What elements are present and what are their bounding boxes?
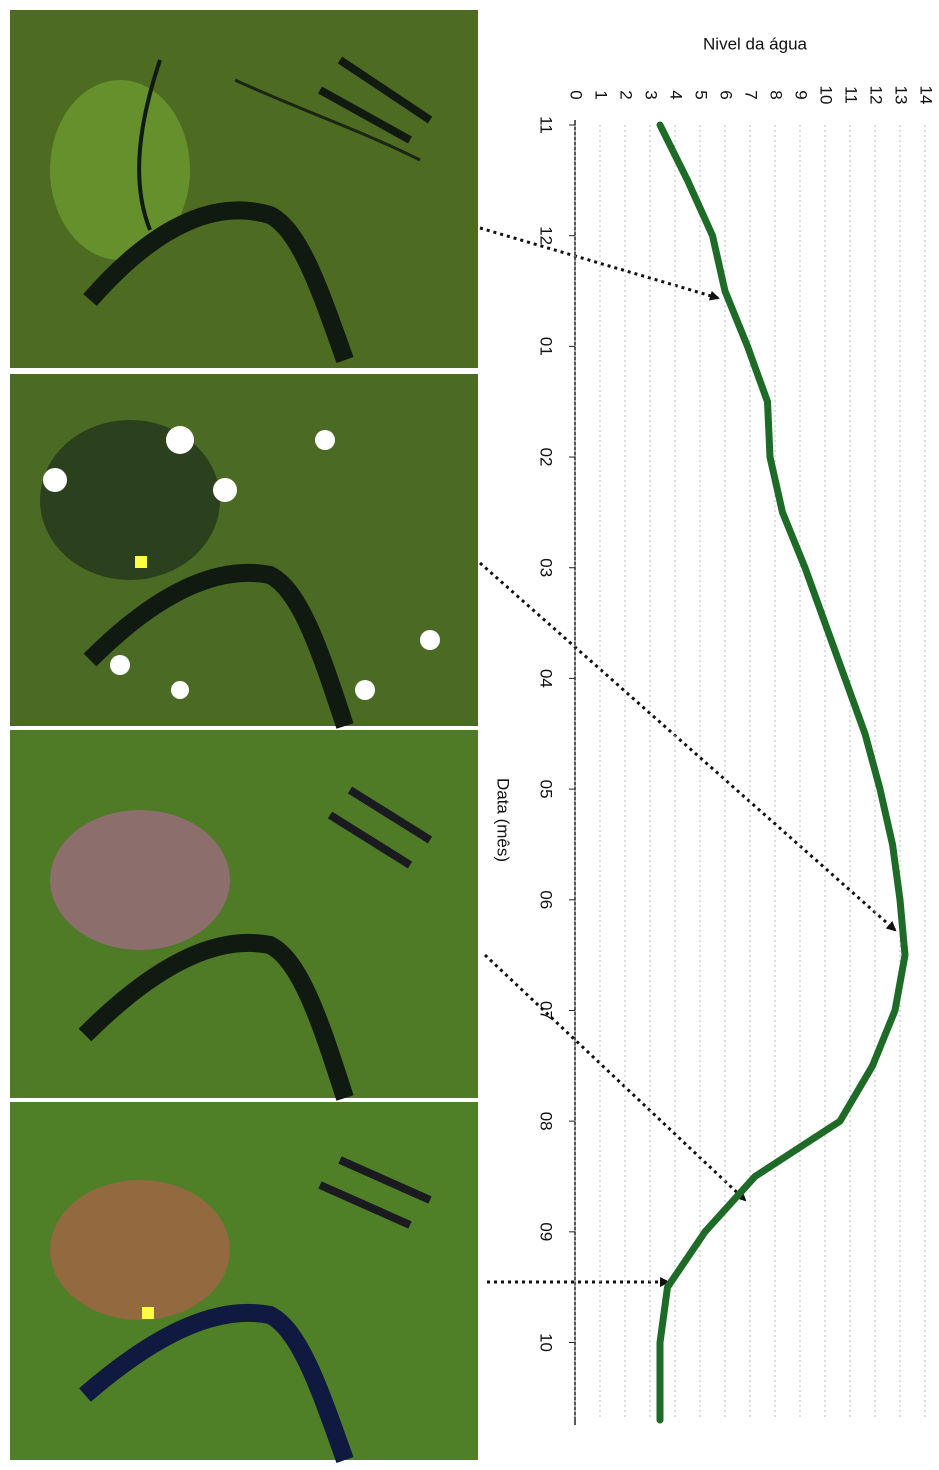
satellite-image	[10, 730, 478, 1101]
x-tick-label: 01	[537, 337, 556, 356]
x-tick-label: 12	[537, 226, 556, 245]
x-tick-label: 05	[537, 780, 556, 799]
y-tick-label: 8	[767, 90, 786, 99]
y-tick-label: 12	[867, 86, 886, 105]
x-tick-label: 08	[537, 1112, 556, 1131]
y-tick-label: 9	[792, 90, 811, 99]
y-tick-label: 5	[692, 90, 711, 99]
arrows	[479, 226, 897, 1287]
satellite-image	[10, 10, 478, 368]
satellite-panels	[10, 10, 478, 1464]
x-tick-label: 03	[537, 558, 556, 577]
y-tick-label: 11	[842, 86, 861, 104]
y-tick-label: 10	[817, 86, 836, 105]
y-tick-label: 4	[667, 90, 686, 99]
y-tick-label: 13	[892, 86, 911, 105]
x-tick-label: 10	[537, 1333, 556, 1352]
y-tick-label: 1	[592, 90, 611, 99]
y-tick-label: 14	[917, 86, 936, 105]
x-tick-label: 04	[537, 669, 556, 688]
x-tick-label: 09	[537, 1222, 556, 1241]
y-tick-label: 2	[617, 90, 636, 99]
x-tick-label: 02	[537, 448, 556, 467]
y-tick-label: 0	[567, 90, 586, 99]
y-tick-label: 3	[642, 90, 661, 99]
axis-title: Data (mês)	[494, 778, 513, 862]
y-tick-label: 7	[742, 90, 761, 99]
y-tick-label: 6	[717, 90, 736, 99]
x-tick-label: 11	[537, 116, 556, 134]
satellite-image	[10, 374, 478, 729]
axis-title: Nivel da água	[703, 34, 808, 53]
data-line	[656, 121, 909, 1424]
satellite-image	[10, 1102, 478, 1464]
x-tick-label: 07	[537, 1001, 556, 1020]
x-tick-label: 06	[537, 890, 556, 909]
